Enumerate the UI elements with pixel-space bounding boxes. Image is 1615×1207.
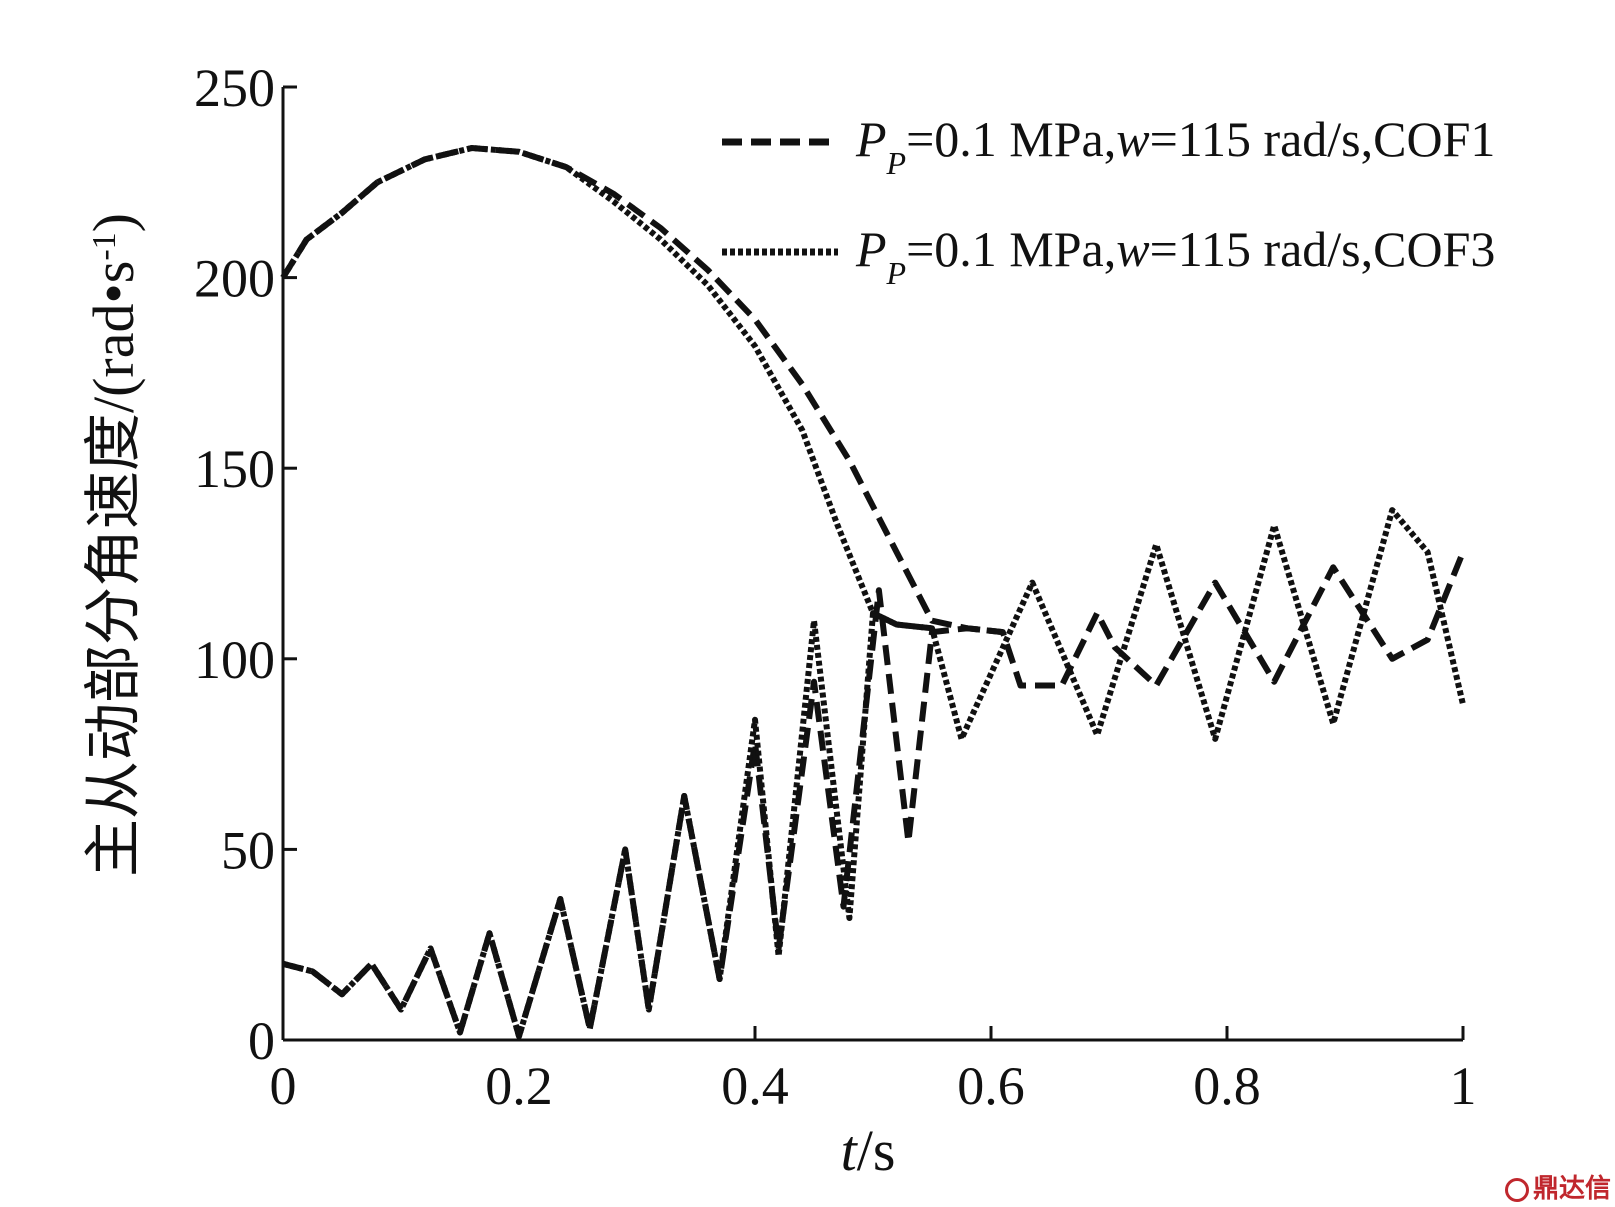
watermark-text: 鼎达信 bbox=[1532, 1174, 1611, 1204]
x-axis-title: t/s bbox=[841, 1118, 896, 1183]
y-axis-title-text: 主从动部分角速度/(rad bbox=[81, 304, 146, 878]
legend-label-cof3: PP=0.1 MPa,w=115 rad/s,COF3 bbox=[855, 221, 1495, 291]
watermark: 鼎达信 bbox=[1504, 1168, 1611, 1205]
y-axis-title-sup: -1 bbox=[86, 232, 123, 260]
y-tick-label-3: 150 bbox=[194, 439, 275, 499]
x-tick-label-1: 0.2 bbox=[485, 1056, 553, 1116]
legend-w-0: w bbox=[1116, 111, 1149, 167]
legend-sub-1: P bbox=[886, 255, 907, 291]
y-tick-label-1: 50 bbox=[221, 820, 275, 880]
y-tick-label-5: 250 bbox=[194, 58, 275, 118]
legend-mid-0: =0.1 MPa, bbox=[906, 111, 1116, 167]
legend-rest-1: =115 rad/s,COF3 bbox=[1150, 221, 1496, 277]
plot-lines bbox=[280, 145, 1466, 1040]
legend-w-1: w bbox=[1116, 221, 1149, 277]
x-axis-title-unit: /s bbox=[857, 1118, 896, 1183]
legend-p-0: P bbox=[855, 111, 887, 167]
legend-rest-0: =115 rad/s,COF1 bbox=[1150, 111, 1496, 167]
y-axis-title: 主从动部分角速度/(rad•s-1) bbox=[81, 213, 146, 877]
x-tick-label-5: 1 bbox=[1450, 1056, 1477, 1116]
y-tick-label-4: 200 bbox=[194, 249, 275, 309]
x-tick-label-3: 0.6 bbox=[957, 1056, 1025, 1116]
axes bbox=[281, 87, 1463, 1042]
ticks: 0 0.2 0.4 0.6 0.8 1 0 50 100 150 200 250 bbox=[194, 58, 1477, 1116]
legend-mid-1: =0.1 MPa, bbox=[906, 221, 1116, 277]
y-tick-label-0: 0 bbox=[248, 1011, 275, 1071]
x-axis-title-var: t bbox=[841, 1118, 859, 1183]
x-tick-label-4: 0.8 bbox=[1193, 1056, 1261, 1116]
y-axis-title-close: ) bbox=[81, 213, 146, 232]
series-cof3-driving-line bbox=[280, 145, 933, 632]
y-axis-title-s: s bbox=[81, 261, 146, 284]
legend-sub-0: P bbox=[886, 145, 907, 181]
legend-label-cof1: PP=0.1 MPa,w=115 rad/s,COF1 bbox=[855, 111, 1495, 181]
legend-p-1: P bbox=[855, 221, 887, 277]
series-cof1-driving-line bbox=[280, 145, 1004, 636]
x-tick-label-0: 0 bbox=[270, 1056, 297, 1116]
x-tick-label-2: 0.4 bbox=[721, 1056, 789, 1116]
legend: PP=0.1 MPa,w=115 rad/s,COF1 PP=0.1 MPa,w… bbox=[722, 111, 1495, 291]
y-tick-label-2: 100 bbox=[194, 630, 275, 690]
watermark-logo-icon bbox=[1504, 1177, 1529, 1202]
series-cof3-driven-line bbox=[282, 507, 1466, 1040]
y-axis-title-dot: • bbox=[81, 283, 146, 303]
